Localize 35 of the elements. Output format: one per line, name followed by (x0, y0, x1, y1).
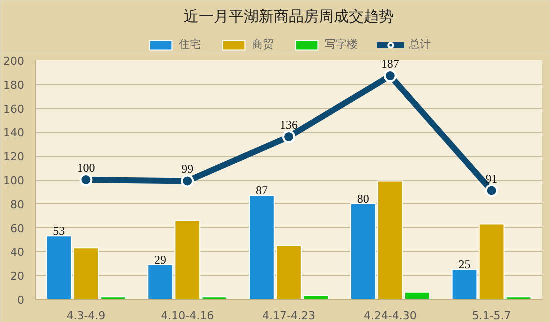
x-tick-label: 4.3-4.9 (66, 310, 106, 322)
y-tick-label: 20 (10, 270, 25, 284)
data-label: 100 (77, 161, 96, 175)
point (181, 174, 194, 188)
x-tick-label: 4.17-4.23 (262, 310, 316, 322)
data-label: 53 (53, 224, 66, 238)
y-tick-label: 120 (4, 150, 25, 164)
data-label: 91 (486, 172, 498, 186)
point (80, 174, 93, 186)
y-tick-label: 160 (4, 102, 25, 116)
point (282, 130, 296, 144)
x-tick-label: 5.1-5.7 (472, 310, 512, 322)
y-tick-label: 140 (4, 126, 25, 140)
data-label: 136 (280, 118, 298, 132)
legend-label: 总计 (409, 37, 431, 52)
chart-title: 近一月平湖新商品房周成交趋势 (184, 8, 394, 26)
data-label: 99 (182, 162, 194, 176)
point (485, 184, 498, 198)
x-tick-label: 4.10-4.16 (161, 310, 214, 322)
y-tick-label: 40 (10, 246, 25, 260)
data-label: 25 (458, 258, 471, 272)
data-label: 87 (256, 184, 268, 198)
y-tick-label: 180 (4, 78, 25, 92)
y-tick-label: 200 (4, 55, 25, 68)
legend-label: 住宅 (179, 37, 201, 52)
y-tick-label: 100 (4, 174, 25, 188)
x-tick-label: 4.24-4.30 (364, 310, 417, 322)
legend-label: 商贸 (252, 37, 274, 52)
data-label: 80 (357, 192, 370, 206)
y-tick-label: 80 (10, 198, 25, 212)
y-tick-label: 60 (10, 222, 25, 236)
data-label: 29 (154, 252, 167, 267)
point (384, 70, 397, 83)
y-tick-label: 0 (18, 294, 24, 307)
legend-label: 写字楼 (325, 37, 358, 52)
